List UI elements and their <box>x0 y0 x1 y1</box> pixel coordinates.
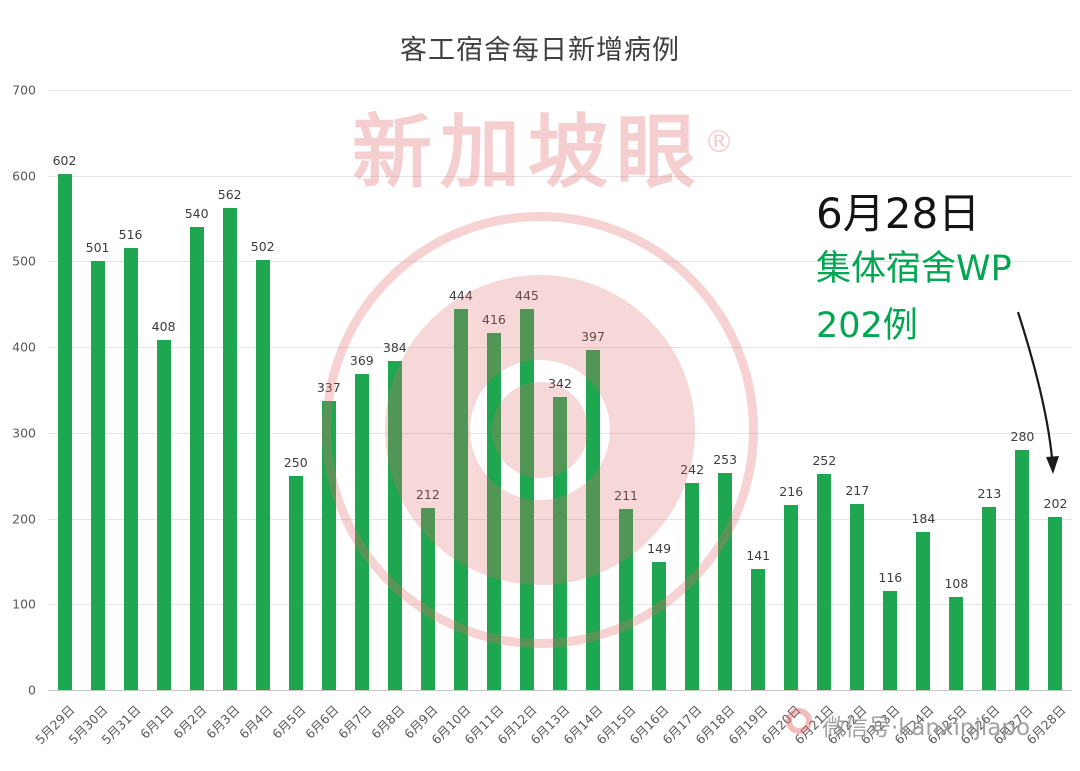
bar-6月6日 <box>321 401 336 690</box>
bar-value-label: 141 <box>746 548 771 564</box>
bar-value-label: 242 <box>680 461 705 477</box>
bar-value-label: 253 <box>713 452 738 468</box>
bar-value-label: 250 <box>283 454 308 470</box>
x-axis-label: 6月4日 <box>235 702 276 742</box>
bar-6月12日 <box>519 308 534 690</box>
bar-6月9日 <box>420 508 435 690</box>
x-axis-label: 6月8日 <box>368 702 408 742</box>
annotation-dorm-label: 集体宿舍WP <box>816 249 1012 289</box>
bar-value-label: 108 <box>944 576 969 592</box>
bar-value-label: 212 <box>415 487 440 503</box>
annotation-case-count: 202例 <box>816 306 918 346</box>
bar-value-label: 202 <box>1043 495 1068 511</box>
chart-title: 客工宿舍每日新增病例 <box>400 35 680 66</box>
bar-6月13日 <box>553 396 567 690</box>
bar-value-label: 502 <box>250 238 275 254</box>
bar-value-label: 501 <box>85 239 110 255</box>
bar-value-label: 213 <box>977 486 1002 502</box>
bar-value-label: 445 <box>515 287 539 303</box>
annotation-date: 6月28日 <box>816 189 981 238</box>
x-axis-label: 6月6日 <box>301 702 342 742</box>
x-axis-label: 6月7日 <box>335 702 375 742</box>
bar-value-label: 602 <box>52 153 77 168</box>
bar-value-label: 342 <box>548 375 572 391</box>
bar-6月21日 <box>817 474 832 690</box>
y-axis-tick-label: 400 <box>12 339 36 355</box>
bar-5月30日 <box>90 260 105 690</box>
bar-value-label: 416 <box>481 312 506 328</box>
gridline <box>48 347 1072 349</box>
bar-6月10日 <box>453 309 468 690</box>
bar-6月24日 <box>916 532 931 690</box>
bar-6月2日 <box>189 227 204 690</box>
x-axis-label: 6月3日 <box>202 702 243 742</box>
bar-value-label: 280 <box>1010 429 1035 444</box>
bar-value-label: 540 <box>184 206 209 222</box>
bar-6月27日 <box>1015 450 1030 690</box>
gridline <box>48 261 1072 263</box>
bar-6月3日 <box>222 208 237 690</box>
bar-value-label: 149 <box>647 541 672 557</box>
gridline <box>48 175 1072 177</box>
y-axis-tick-label: 200 <box>12 511 36 527</box>
y-axis-tick-label: 100 <box>12 596 36 612</box>
bar-6月26日 <box>982 507 997 690</box>
bar-value-label: 337 <box>316 380 341 396</box>
bar-value-label: 384 <box>382 339 407 355</box>
bar-value-label: 408 <box>151 319 176 335</box>
bar-value-label: 397 <box>581 328 605 344</box>
bar-6月5日 <box>288 475 303 690</box>
bar-6月20日 <box>784 504 799 690</box>
bar-5月29日 <box>57 174 72 690</box>
bar-5月31日 <box>123 247 138 690</box>
bar-value-label: 369 <box>349 352 374 368</box>
bar-6月16日 <box>652 562 667 690</box>
bar-value-label: 184 <box>911 511 936 527</box>
bar-value-label: 516 <box>118 226 143 242</box>
bar-value-label: 116 <box>878 569 903 585</box>
bar-6月1日 <box>156 340 171 690</box>
bar-6月25日 <box>949 597 964 690</box>
gridline <box>48 90 1072 91</box>
y-axis-tick-label: 600 <box>12 168 36 184</box>
y-axis-tick-label: 500 <box>12 253 36 269</box>
y-axis-tick-label: 0 <box>28 682 36 698</box>
bar-6月7日 <box>354 373 369 690</box>
bar-value-label: 216 <box>779 483 804 499</box>
bar-6月17日 <box>685 482 700 690</box>
bar-6月15日 <box>619 509 634 690</box>
bar-6月22日 <box>850 504 865 690</box>
bar-6月11日 <box>486 333 501 690</box>
bar-6月18日 <box>718 473 733 690</box>
bar-6月8日 <box>387 360 402 690</box>
bar-value-label: 217 <box>845 483 870 498</box>
x-axis-label: 6月2日 <box>169 702 210 742</box>
bar-6月19日 <box>751 569 766 690</box>
y-axis: 0 100 200 300 400 500 600 700 <box>0 83 40 698</box>
plot-area: 602 5月29日 501 5月30日 516 5月31日 408 6月1日 540 6月2日 56… <box>32 90 1072 747</box>
y-axis-tick-label: 700 <box>12 82 36 98</box>
x-axis-label: 6月1日 <box>136 702 177 742</box>
bar-6月4日 <box>255 259 270 690</box>
y-axis-tick-label: 300 <box>12 425 36 441</box>
bar-value-label: 562 <box>217 187 242 203</box>
bar-value-label: 211 <box>614 488 638 504</box>
gridline <box>48 690 1072 691</box>
bar-value-label: 252 <box>812 453 837 468</box>
bar-6月23日 <box>883 590 898 690</box>
bar-6月14日 <box>586 349 601 690</box>
bar-6月28日 <box>1048 516 1063 690</box>
bar-value-label: 444 <box>448 288 473 304</box>
x-axis-label: 6月5日 <box>268 702 309 742</box>
